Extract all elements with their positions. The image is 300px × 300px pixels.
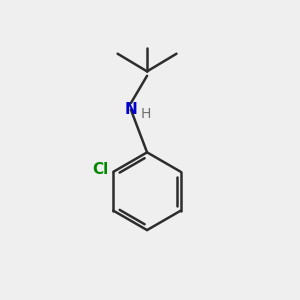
Text: N: N	[124, 102, 137, 117]
Text: H: H	[141, 107, 152, 121]
Text: Cl: Cl	[93, 162, 109, 177]
